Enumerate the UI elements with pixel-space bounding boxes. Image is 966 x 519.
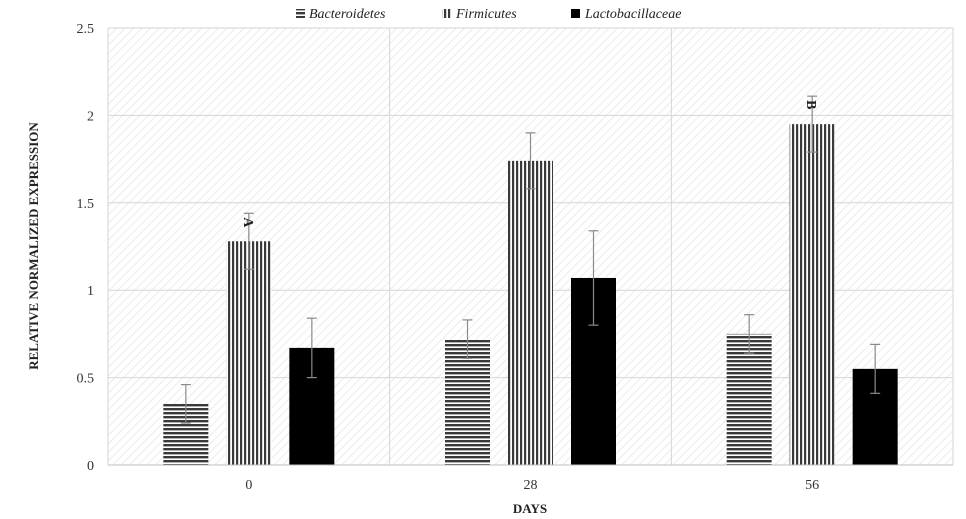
bars bbox=[163, 124, 898, 465]
y-tick-label: 2 bbox=[87, 109, 94, 124]
legend-swatch-bacteroidetes bbox=[296, 9, 305, 18]
x-tick-label: 0 bbox=[245, 478, 252, 493]
bar-firmicutes bbox=[789, 124, 835, 465]
y-tick-label: 1.5 bbox=[77, 197, 95, 212]
x-tick-label: 56 bbox=[805, 478, 819, 493]
significance-label: A bbox=[240, 217, 255, 228]
y-tick-label: 0.5 bbox=[77, 372, 95, 387]
legend-swatch-firmicutes bbox=[442, 9, 451, 18]
error-bars bbox=[180, 95, 881, 424]
legend-item-lactobacillaceae: Lactobacillaceae bbox=[571, 7, 681, 22]
legend-label-lactobacillaceae: Lactobacillaceae bbox=[584, 7, 681, 22]
legend-item-firmicutes: Firmicutes bbox=[442, 7, 517, 22]
y-axis-title: RELATIVE NORMALIZED EXPRESSION bbox=[26, 122, 41, 370]
bar-bacteroidetes bbox=[445, 339, 490, 465]
x-tick-label: 28 bbox=[524, 478, 538, 493]
legend: Bacteroidetes Firmicutes Lactobacillacea… bbox=[296, 7, 681, 22]
significance-label: B bbox=[803, 100, 818, 109]
bar-firmicutes bbox=[508, 160, 553, 465]
bar-firmicutes bbox=[226, 241, 272, 465]
axes: 0 0.5 1 1.5 2 2.5 0 28 56 bbox=[77, 22, 953, 493]
legend-item-bacteroidetes: Bacteroidetes bbox=[296, 7, 386, 22]
bar-bacteroidetes bbox=[726, 333, 772, 465]
annotations: AB bbox=[240, 100, 818, 228]
legend-label-firmicutes: Firmicutes bbox=[455, 7, 517, 22]
legend-swatch-lactobacillaceae bbox=[571, 9, 580, 18]
x-axis-title: DAYS bbox=[513, 501, 547, 516]
y-tick-label: 1 bbox=[87, 284, 94, 299]
y-tick-label: 0 bbox=[87, 459, 94, 474]
y-tick-label: 2.5 bbox=[77, 22, 95, 37]
legend-label-bacteroidetes: Bacteroidetes bbox=[309, 7, 386, 22]
